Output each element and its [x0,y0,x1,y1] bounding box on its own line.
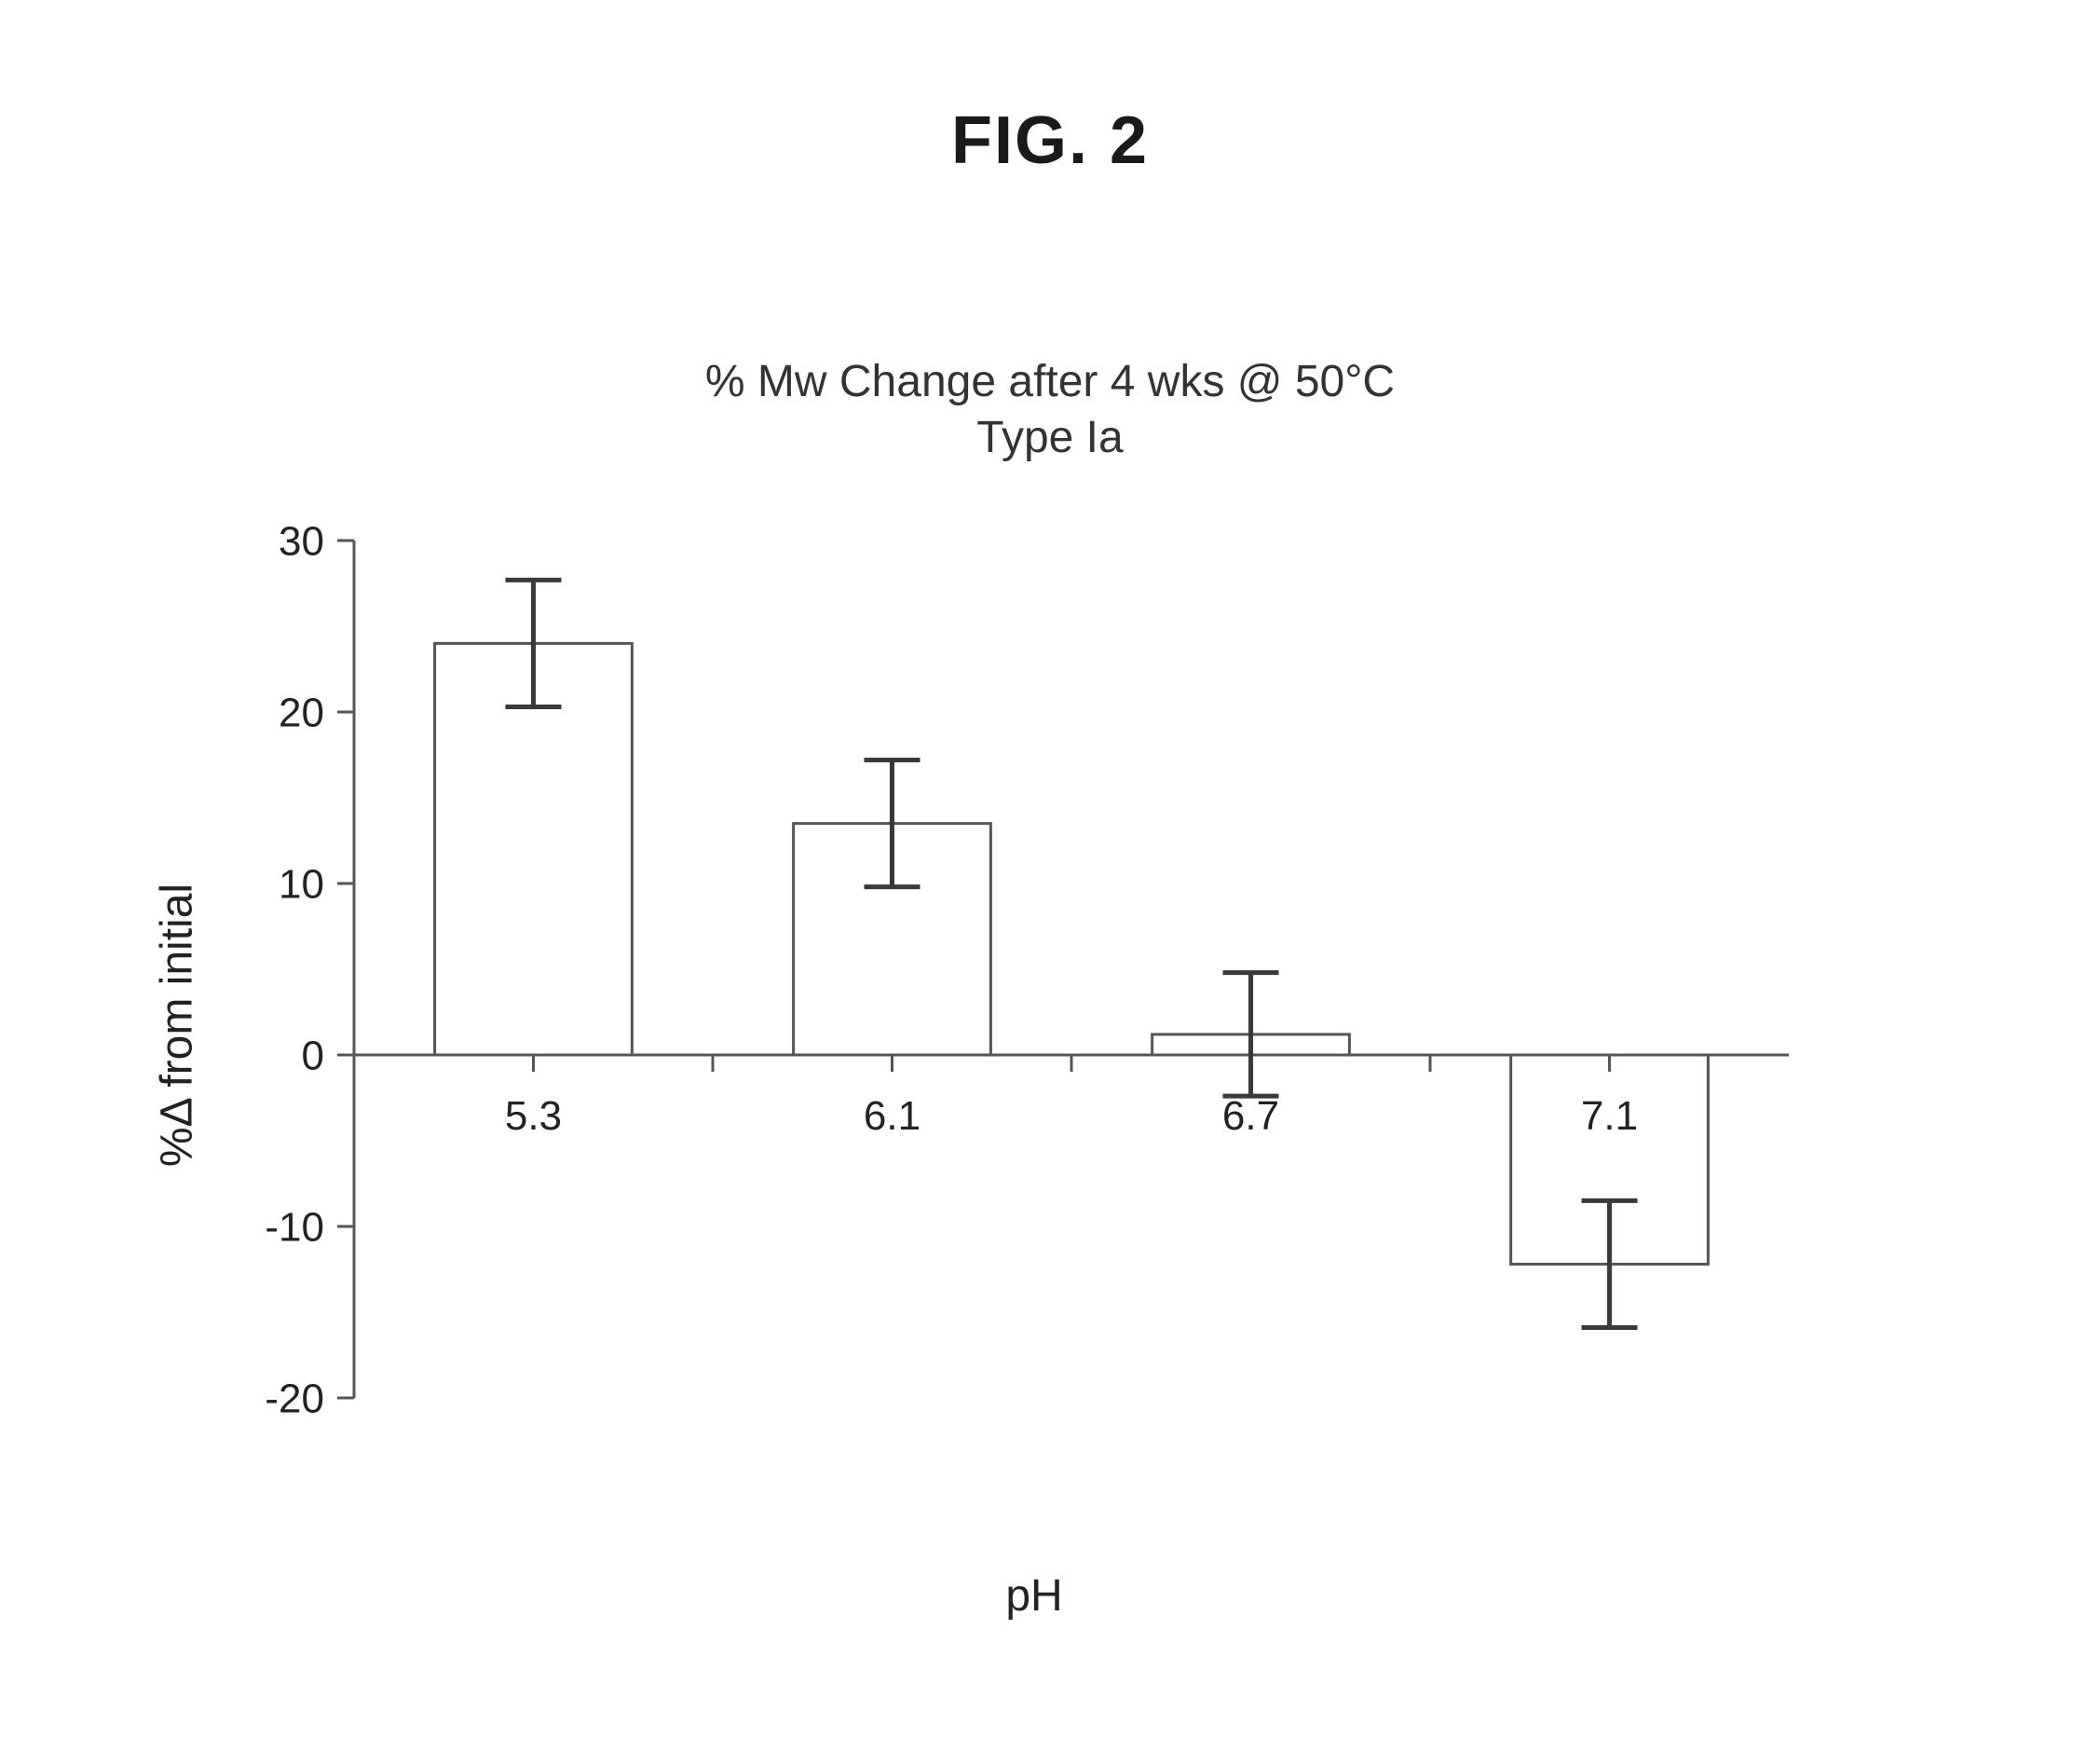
svg-text:-10: -10 [265,1204,324,1250]
chart-title: % Mw Change after 4 wks @ 50°C Type Ia [0,354,2100,466]
chart-title-line1: % Mw Change after 4 wks @ 50°C [705,357,1395,406]
x-tick-label: 6.7 [1222,1093,1279,1139]
svg-text:30: 30 [279,522,324,564]
chart-area: %Δ from initial -20-1001020305.36.16.77.… [242,522,1826,1528]
bar-chart-svg: -20 -10 0 10 20 30 5.3 6.1 6.7 7.1 [242,522,1826,1528]
figure-label: FIG. 2 [0,103,2100,179]
y-axis-label: %Δ from initial [152,883,203,1167]
svg-text:0: 0 [302,1033,324,1078]
svg-text:10: 10 [279,861,324,907]
x-tick-label: 7.1 [1581,1093,1638,1139]
x-tick-label: 6.1 [864,1093,920,1139]
svg-text:-20: -20 [265,1376,324,1421]
chart-title-line2: Type Ia [976,413,1123,462]
x-axis-label: pH [242,1570,1826,1622]
svg-text:20: 20 [279,690,324,735]
x-tick-label: 5.3 [505,1093,562,1139]
